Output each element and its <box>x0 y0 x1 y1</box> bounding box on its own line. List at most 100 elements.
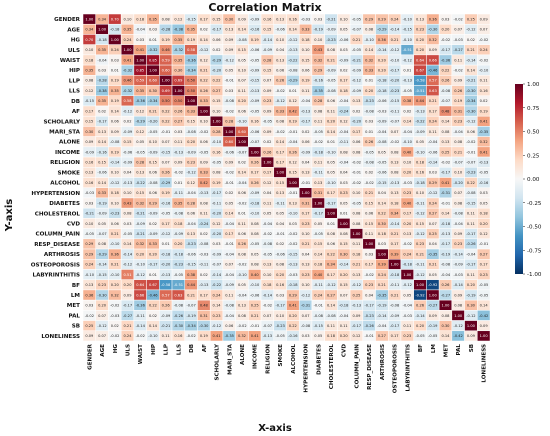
cell-value-label: 0.10 <box>302 283 311 287</box>
cell-value-label: 0.08 <box>454 201 463 205</box>
cell-value-label: -0.14 <box>454 283 464 287</box>
cell-value-label: -0.01 <box>288 130 297 134</box>
cell-value-label: -0.12 <box>466 120 475 124</box>
cell-value-label: -0.23 <box>365 314 374 318</box>
x-tick-label: CVD <box>342 344 348 357</box>
cell-value-label: 0.19 <box>162 38 171 42</box>
cell-value-label: 0.03 <box>378 242 386 246</box>
cell-value-label: -0.05 <box>314 232 323 236</box>
cell-value-label: -0.02 <box>275 130 284 134</box>
cell-value-label: -0.02 <box>225 171 234 175</box>
cell-value-label: 0.57 <box>162 293 170 297</box>
cell-value-label: 0.40 <box>251 273 260 277</box>
cell-value-label: 0.20 <box>136 252 145 256</box>
cell-value-label: 0.42 <box>200 181 208 185</box>
cell-value-label: -0.19 <box>377 304 387 308</box>
cell-value-label: 0.06 <box>149 191 158 195</box>
cell-value-label: 0.13 <box>314 181 322 185</box>
cell-value-label: 0.10 <box>238 69 247 73</box>
cell-value-label: -0.04 <box>263 222 273 226</box>
y-tick-label: OSTEOPOROSIS <box>31 262 80 268</box>
cell-value-label: 0.05 <box>327 171 335 175</box>
x-tick-label: RESP_DISEASE <box>367 344 373 390</box>
cell-value-label: 0.19 <box>111 79 120 83</box>
cell-value-label: -0.09 <box>123 130 133 134</box>
cell-value-label: -0.09 <box>263 48 273 52</box>
cell-value-label: 0.17 <box>251 171 259 175</box>
cell-value-label: 0.23 <box>213 314 221 318</box>
cell-value-label: 0.14 <box>327 304 336 308</box>
y-tick-label: ALCOHOL <box>50 181 80 187</box>
cell-value-label: 1.00 <box>149 69 158 73</box>
cell-value-label: 0.01 <box>111 69 119 73</box>
cell-value-label: 0.11 <box>302 89 310 93</box>
x-tick-label: LONELINESS <box>482 344 488 383</box>
cell-value-label: 0.67 <box>416 69 424 73</box>
cell-value-label: 0.18 <box>111 191 120 195</box>
cell-value-label: -0.04 <box>454 130 464 134</box>
cell-value-label: -0.05 <box>403 89 412 93</box>
cell-value-label: 0.33 <box>200 99 208 103</box>
cell-value-label: -0.01 <box>365 334 374 338</box>
cell-value-label: 0.03 <box>85 201 93 205</box>
cell-value-label: -0.08 <box>263 242 273 246</box>
cell-value-label: 0.11 <box>467 273 475 277</box>
cell-value-label: -0.09 <box>250 17 260 21</box>
cell-value-label: -0.16 <box>161 201 171 205</box>
cell-value-label: 0.07 <box>340 293 348 297</box>
cell-value-label: -0.05 <box>428 334 437 338</box>
cell-value-label: 0.01 <box>327 140 335 144</box>
cell-value-label: -0.08 <box>225 304 235 308</box>
cell-value-label: 0.20 <box>480 222 489 226</box>
cell-value-label: -0.07 <box>237 150 246 154</box>
cell-value-label: 0.14 <box>276 140 285 144</box>
cell-value-label: 0.10 <box>352 191 361 195</box>
cell-value-label: -0.05 <box>314 130 323 134</box>
cell-value-label: -0.12 <box>136 273 145 277</box>
cell-value-label: -0.05 <box>250 242 259 246</box>
cell-value-label: -0.23 <box>275 324 284 328</box>
cell-value-label: 0.13 <box>391 191 399 195</box>
cell-value-label: 0.33 <box>302 28 310 32</box>
cell-value-label: 0.08 <box>391 171 400 175</box>
y-tick-label: ALONE <box>59 140 80 146</box>
cell-value-label: 0.04 <box>340 171 349 175</box>
cell-value-label: 0.03 <box>314 17 322 21</box>
cell-value-label: -0.13 <box>263 334 272 338</box>
cell-value-label: -0.21 <box>136 232 145 236</box>
cell-value-label: -0.03 <box>85 191 94 195</box>
cell-value-label: 0.10 <box>276 314 285 318</box>
x-tick-label: ALCOHOL <box>291 344 297 374</box>
cell-value-label: -0.03 <box>403 314 412 318</box>
cell-value-label: -0.18 <box>161 252 171 256</box>
cell-value-label: 0.23 <box>263 99 271 103</box>
cell-value-label: 0.07 <box>263 314 271 318</box>
cell-value-label: -0.03 <box>454 38 463 42</box>
cell-value-label: 0.10 <box>340 17 349 21</box>
cell-value-label: 0.18 <box>416 160 425 164</box>
cell-value-label: -0.10 <box>288 212 298 216</box>
cell-value-label: -0.11 <box>212 201 221 205</box>
cell-value-label: 0.05 <box>225 201 233 205</box>
cell-value-label: 0.04 <box>124 171 133 175</box>
x-tick-label: LM <box>431 344 437 354</box>
cell-value-label: 0.10 <box>276 38 285 42</box>
cell-value-label: 0.13 <box>352 99 360 103</box>
cell-value-label: 0.05 <box>314 334 322 338</box>
cell-value-label: 0.04 <box>276 222 285 226</box>
cell-value-label: 0.22 <box>200 79 208 83</box>
cell-value-label: -0.06 <box>339 38 349 42</box>
cell-value-label: 1.00 <box>289 181 298 185</box>
cell-value-label: 0.14 <box>480 304 489 308</box>
cell-value-label: -0.13 <box>301 109 310 113</box>
cell-value-label: 0.20 <box>378 69 387 73</box>
cell-value-label: -0.32 <box>148 48 157 52</box>
y-tick-label: HG <box>71 38 81 44</box>
cell-value-label: -0.26 <box>174 314 184 318</box>
cell-value-label: 0.13 <box>302 263 310 267</box>
cell-value-label: -0.10 <box>403 140 413 144</box>
cell-value-label: -0.08 <box>225 99 235 103</box>
cell-value-label: -0.32 <box>123 69 132 73</box>
cell-value-label: -0.02 <box>85 314 94 318</box>
